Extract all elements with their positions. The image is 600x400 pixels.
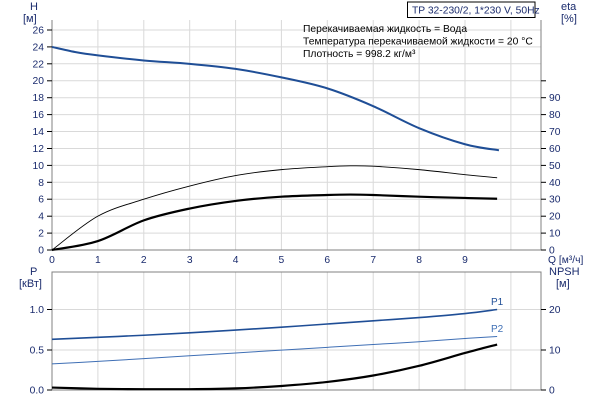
svg-text:5: 5 (279, 255, 285, 266)
svg-text:26: 26 (33, 26, 45, 37)
svg-text:NPSH: NPSH (549, 266, 580, 278)
svg-text:0.0: 0.0 (30, 386, 45, 397)
svg-text:4: 4 (233, 255, 239, 266)
svg-text:30: 30 (549, 195, 561, 206)
svg-text:20: 20 (33, 76, 45, 87)
svg-text:90: 90 (549, 93, 561, 104)
svg-text:3: 3 (187, 255, 193, 266)
svg-text:10: 10 (549, 229, 561, 240)
svg-text:40: 40 (549, 178, 561, 189)
svg-text:0: 0 (38, 246, 44, 257)
svg-text:6: 6 (38, 195, 44, 206)
svg-text:22: 22 (33, 59, 45, 70)
svg-text:70: 70 (549, 127, 561, 138)
svg-text:10: 10 (549, 346, 561, 357)
svg-text:8: 8 (38, 178, 44, 189)
svg-text:1.0: 1.0 (30, 305, 45, 316)
svg-text:12: 12 (33, 144, 45, 155)
svg-text:Температура перекачиваемой жид: Температура перекачиваемой жидкости = 20… (303, 37, 533, 48)
svg-text:0: 0 (549, 386, 555, 397)
svg-text:50: 50 (549, 161, 561, 172)
svg-text:20: 20 (549, 305, 561, 316)
svg-text:[м]: [м] (23, 13, 37, 25)
svg-text:0: 0 (49, 255, 55, 266)
svg-text:16: 16 (33, 110, 45, 121)
svg-text:[%]: [%] (561, 13, 577, 25)
svg-text:Q [м³/ч]: Q [м³/ч] (548, 255, 583, 266)
svg-text:20: 20 (549, 212, 561, 223)
svg-text:TP 32-230/2, 1*230 V, 50Hz: TP 32-230/2, 1*230 V, 50Hz (412, 6, 540, 17)
svg-text:10: 10 (33, 161, 45, 172)
svg-text:eta: eta (561, 1, 577, 13)
svg-text:Плотность = 998.2 кг/м³: Плотность = 998.2 кг/м³ (303, 49, 416, 60)
svg-text:P: P (30, 266, 37, 278)
svg-text:4: 4 (38, 212, 44, 223)
svg-text:60: 60 (549, 144, 561, 155)
svg-text:Перекачиваемая жидкость = Вода: Перекачиваемая жидкость = Вода (303, 24, 467, 35)
svg-text:14: 14 (33, 127, 45, 138)
svg-text:P1: P1 (491, 297, 504, 308)
svg-text:6: 6 (324, 255, 330, 266)
svg-text:0.5: 0.5 (30, 346, 45, 357)
svg-text:[м]: [м] (556, 278, 570, 290)
svg-text:8: 8 (416, 255, 422, 266)
svg-text:P2: P2 (491, 324, 504, 335)
svg-text:2: 2 (141, 255, 147, 266)
svg-text:80: 80 (549, 110, 561, 121)
svg-text:18: 18 (33, 93, 45, 104)
svg-text:[кВт]: [кВт] (19, 278, 42, 290)
svg-text:H: H (30, 1, 38, 13)
svg-text:9: 9 (462, 255, 468, 266)
svg-text:1: 1 (95, 255, 101, 266)
svg-text:7: 7 (370, 255, 376, 266)
svg-text:2: 2 (38, 229, 44, 240)
svg-text:24: 24 (33, 42, 45, 53)
